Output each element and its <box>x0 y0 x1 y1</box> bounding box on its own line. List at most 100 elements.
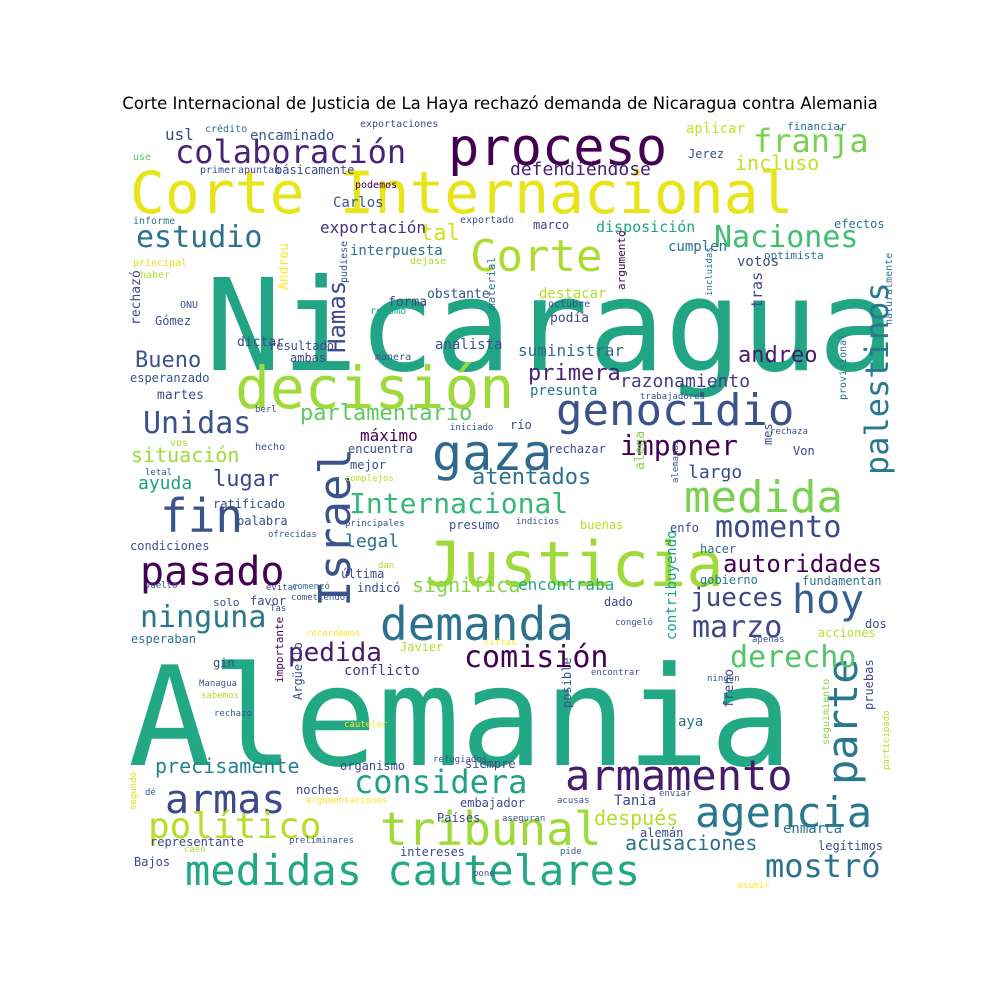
word-pasado: pasado <box>140 549 285 595</box>
word-fin: fin <box>160 489 243 543</box>
word-político: político <box>148 806 321 847</box>
word-von: Von <box>793 444 815 458</box>
word-franja: franja <box>753 122 869 160</box>
word-río: río <box>510 418 532 432</box>
word-carlos: Carlos <box>333 195 384 211</box>
word-gaza: gaza <box>432 424 552 482</box>
word-tribunal: tribunal <box>380 802 602 856</box>
word-encontraba: encontraba <box>518 575 614 594</box>
word-jueces: jueces <box>690 583 784 613</box>
word-tania: Tania <box>614 793 656 809</box>
word-dé: dé <box>145 787 156 798</box>
word-podía: podía <box>550 311 589 326</box>
word-javier: Javier <box>400 640 443 654</box>
word-dejase: dejase <box>410 256 446 267</box>
word-intereses: intereses <box>400 845 465 859</box>
word-fundamentan: fundamentan <box>802 574 881 588</box>
word-palestinos: palestinos <box>858 282 896 475</box>
word-agencia: agencia <box>695 788 872 837</box>
word-rechazó: rechazó <box>129 270 144 325</box>
word-encuentra: encuentra <box>348 442 413 456</box>
word-países: Países <box>437 811 480 825</box>
word-argüello: Argüello <box>291 642 305 700</box>
word-rechazo: rechazo <box>214 709 252 719</box>
word-vos: vos <box>170 438 188 449</box>
word-legal: legal <box>345 531 399 552</box>
word-buenas: buenas <box>580 518 623 532</box>
word-después: después <box>594 806 678 830</box>
word-exportaciones: exportaciones <box>360 119 438 130</box>
word-colaboración: colaboración <box>175 133 406 171</box>
word-crédito: crédito <box>205 123 247 135</box>
word-hoy: hoy <box>792 577 864 623</box>
word-material: material <box>485 257 498 310</box>
word-iniciado: iniciado <box>450 423 493 433</box>
word-medidas-cautelares: medidas cautelares <box>185 846 640 895</box>
word-naturalmente: naturalmente <box>884 253 895 325</box>
word-informe: informe <box>133 216 175 227</box>
word-demanda: demanda <box>380 597 574 651</box>
word-freno: freno <box>722 669 737 708</box>
word-atentados: atentados <box>472 465 591 490</box>
word-situación: situación <box>131 443 239 467</box>
word-forma: forma <box>388 295 427 310</box>
word-alemania: Alemania <box>128 637 793 798</box>
word-martes: martes <box>157 388 204 403</box>
word-pudiese: pudiese <box>339 241 350 283</box>
word-marco: marco <box>533 218 569 232</box>
word-cifras: cifras <box>484 638 517 648</box>
word-ninguna: ninguna <box>140 600 266 635</box>
word-manera: manera <box>375 352 411 363</box>
word-seguimiento: seguimiento <box>821 679 832 745</box>
word-financiar: financiar <box>787 120 847 133</box>
word-preliminares: preliminares <box>289 836 354 846</box>
word-bajos: Bajos <box>134 855 170 869</box>
word-largo: largo <box>688 462 742 483</box>
word-principal: principal <box>133 258 187 269</box>
word-aya: aya <box>678 714 703 730</box>
word-usl: usl <box>165 125 194 144</box>
word-naciones: Naciones <box>714 220 859 255</box>
word-bueno: Bueno <box>135 348 201 373</box>
word-asumir: asumir <box>737 881 770 891</box>
word-organismo: organismo <box>340 759 405 773</box>
word-autoridades: autoridades <box>723 550 882 578</box>
word-disposición: disposición <box>596 218 695 236</box>
word-básicamente: básicamente <box>275 163 354 177</box>
word-berl: berl <box>255 405 277 415</box>
word-embajador: embajador <box>460 796 525 810</box>
word-congeló: congeló <box>615 617 653 628</box>
word-alemanas: alemanas <box>671 440 681 483</box>
word-ofrecidas: ofrecidas <box>268 530 317 540</box>
word-obstante: obstante <box>427 287 490 302</box>
word-caso: caso <box>184 845 206 855</box>
word-rechazar: rechazar <box>548 442 606 456</box>
word-vuelto: vuelto <box>145 581 178 591</box>
word-gin: gin <box>213 656 235 670</box>
word-trabajadores: trabajadores <box>640 392 705 402</box>
word-efectos: efectos <box>834 217 885 231</box>
word-significa: significa <box>412 573 520 597</box>
word-incluidas: incluidas <box>705 247 715 296</box>
word-hecho: hecho <box>255 442 285 453</box>
word-razonamiento: razonamiento <box>620 371 750 392</box>
word-recordemos: recordemos <box>306 629 360 639</box>
word-votos: votos <box>737 254 779 270</box>
word-aseguran: aseguran <box>502 814 545 824</box>
word-pedida: pedida <box>288 638 382 668</box>
word-analista: analista <box>435 337 502 353</box>
word-optimista: optimista <box>764 249 824 262</box>
word-encontrar: encontrar <box>591 668 640 678</box>
word-siempre: siempre <box>465 757 516 771</box>
word-parlamentario: parlamentario <box>300 401 472 426</box>
word-condiciones: condiciones <box>130 539 209 553</box>
word-momento: momento <box>715 510 841 545</box>
word-presunta: presunta <box>530 383 597 399</box>
word-representante: representante <box>150 835 244 849</box>
word-primer: primer <box>200 165 236 176</box>
word-internacional: Internacional <box>349 487 568 520</box>
word-refugiados: refugiados <box>433 755 487 765</box>
word-importante: importante <box>273 617 286 683</box>
word-provisional: provisional <box>838 334 849 400</box>
word-unidas: Unidas <box>143 406 251 441</box>
